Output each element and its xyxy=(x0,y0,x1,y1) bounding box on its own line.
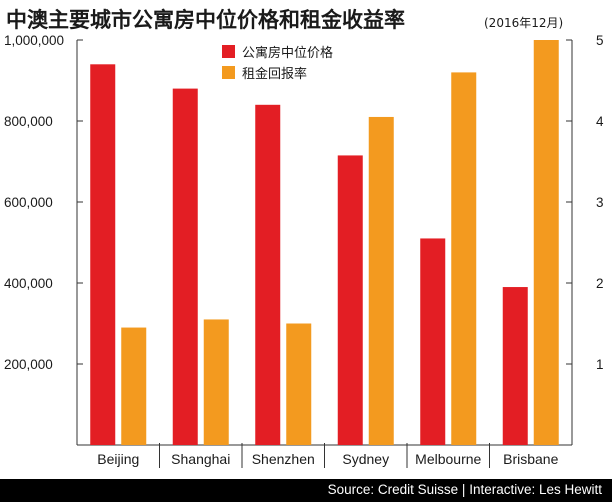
source-bar: Source: Credit Suisse | Interactive: Les… xyxy=(0,479,612,502)
right-tick-label: 4 xyxy=(596,114,604,129)
category-label: Shenzhen xyxy=(252,451,315,467)
bar-price-brisbane xyxy=(502,287,528,445)
left-tick-label: 400,000 xyxy=(4,276,53,291)
bar-yield-beijing xyxy=(121,327,147,445)
legend-swatch-yield xyxy=(222,66,235,79)
bar-price-beijing xyxy=(90,64,116,446)
legend-label-yield: 租金回报率 xyxy=(242,66,307,82)
legend: 公寓房中位价格 租金回报率 xyxy=(222,45,333,82)
right-tick-label: 3 xyxy=(596,195,604,210)
axes xyxy=(76,39,573,468)
left-tick-label: 600,000 xyxy=(4,195,53,210)
legend-label-price: 公寓房中位价格 xyxy=(242,45,333,61)
bar-price-shanghai xyxy=(172,88,198,445)
right-tick-label: 2 xyxy=(596,276,604,291)
bar-yield-shenzhen xyxy=(286,323,312,445)
category-label: Sydney xyxy=(342,451,389,467)
bar-yield-brisbane xyxy=(533,40,559,445)
category-label: Shanghai xyxy=(171,451,230,467)
right-tick-label: 1 xyxy=(596,357,604,372)
category-label: Brisbane xyxy=(503,451,558,467)
source-credit: Source: Credit Suisse | Interactive: Les… xyxy=(327,482,602,497)
left-tick-label: 200,000 xyxy=(4,357,53,372)
chart-title: 中澳主要城市公寓房中位价格和租金收益率 xyxy=(6,8,405,32)
bar-price-shenzhen xyxy=(255,104,281,446)
bars xyxy=(90,40,559,446)
chart-subtitle: (2016年12月) xyxy=(484,16,563,30)
left-tick-label: 800,000 xyxy=(4,114,53,129)
legend-swatch-price xyxy=(222,45,235,58)
bar-yield-melbourne xyxy=(451,72,477,446)
bar-yield-sydney xyxy=(368,116,394,445)
category-label: Melbourne xyxy=(415,451,481,467)
bar-price-sydney xyxy=(337,155,363,446)
right-tick-label: 5 xyxy=(596,33,604,48)
category-label: Beijing xyxy=(97,451,139,467)
bar-price-melbourne xyxy=(420,238,446,445)
left-tick-label: 1,000,000 xyxy=(4,33,64,48)
bar-yield-shanghai xyxy=(203,319,229,445)
tick-labels: 1,000,000 800,000 600,000 400,000 200,000 5 4 3… xyxy=(4,33,604,467)
